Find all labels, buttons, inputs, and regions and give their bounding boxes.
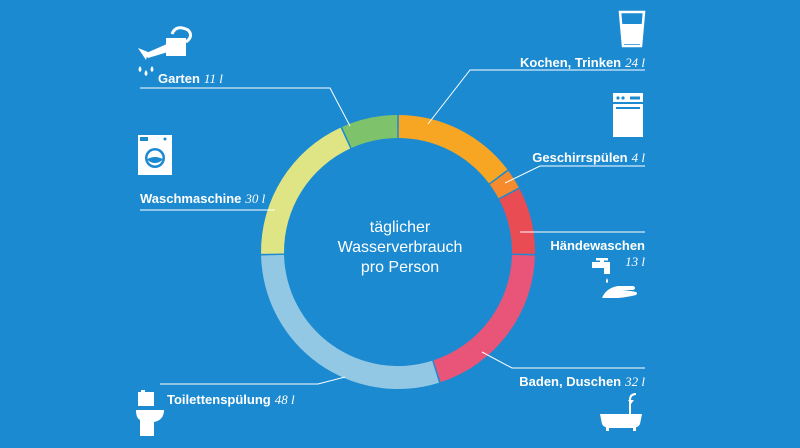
donut-slice-toilettenspülung bbox=[261, 254, 440, 389]
center-label: täglicher Wasserverbrauch pro Person bbox=[300, 218, 500, 278]
label-waschmaschine: Waschmaschine 30 l bbox=[140, 191, 265, 207]
toilet-icon bbox=[136, 390, 164, 436]
label-garten: Garten 11 l bbox=[158, 71, 223, 87]
leader-toilettenspuelung bbox=[160, 376, 346, 385]
label-haendewaschen: Händewaschen 13 l bbox=[550, 238, 645, 270]
center-label-line-3: pro Person bbox=[360, 259, 440, 276]
leader-lines bbox=[140, 69, 645, 385]
label-baden-duschen: Baden, Duschen 32 l bbox=[519, 374, 645, 390]
label-name: Waschmaschine bbox=[140, 191, 242, 206]
donut-slice-waschmaschine bbox=[261, 127, 351, 254]
drinking-glass-icon bbox=[618, 10, 646, 48]
watering-can-icon bbox=[138, 26, 193, 76]
label-value: 30 l bbox=[245, 191, 266, 206]
leader-garten bbox=[140, 87, 351, 127]
donut-chart bbox=[261, 115, 536, 389]
label-value: 24 l bbox=[625, 55, 645, 70]
center-label-line-2: Wasserverbrauch bbox=[337, 239, 463, 256]
label-value: 48 l bbox=[274, 392, 295, 407]
bathtub-icon bbox=[600, 393, 642, 431]
faucet-hands-icon bbox=[592, 258, 637, 298]
leader-kochen-trinken bbox=[427, 69, 645, 125]
label-name: Kochen, Trinken bbox=[519, 55, 622, 70]
label-name: Baden, Duschen bbox=[519, 374, 622, 389]
label-value: 32 l bbox=[625, 374, 645, 389]
label-name: Toilettenspülung bbox=[167, 392, 271, 407]
leader-baden-duschen bbox=[481, 351, 645, 369]
donut-slice-geschirrspülen bbox=[489, 170, 519, 199]
donut-slice-baden-duschen bbox=[433, 254, 535, 383]
label-kochen-trinken: Kochen, Trinken 24 l bbox=[520, 55, 645, 71]
label-geschirrspuelen: Geschirrspülen 4 l bbox=[532, 150, 645, 166]
leader-geschirrspuelen bbox=[504, 165, 645, 184]
label-name: Garten bbox=[158, 71, 200, 86]
center-label-line-1: täglicher bbox=[369, 219, 431, 236]
donut-slice-garten bbox=[342, 115, 398, 148]
label-value: 13 l bbox=[625, 254, 645, 269]
label-value: 11 l bbox=[203, 71, 223, 86]
donut-slice-händewaschen bbox=[499, 188, 536, 254]
label-name: Händewaschen bbox=[550, 238, 645, 253]
dishwasher-icon bbox=[613, 93, 643, 137]
donut-slice-kochen-trinken bbox=[398, 115, 508, 184]
label-value: 4 l bbox=[631, 150, 645, 165]
washing-machine-icon bbox=[138, 135, 172, 175]
label-toilettenspuelung: Toilettenspülung 48 l bbox=[167, 392, 295, 408]
label-name: Geschirrspülen bbox=[532, 150, 628, 165]
